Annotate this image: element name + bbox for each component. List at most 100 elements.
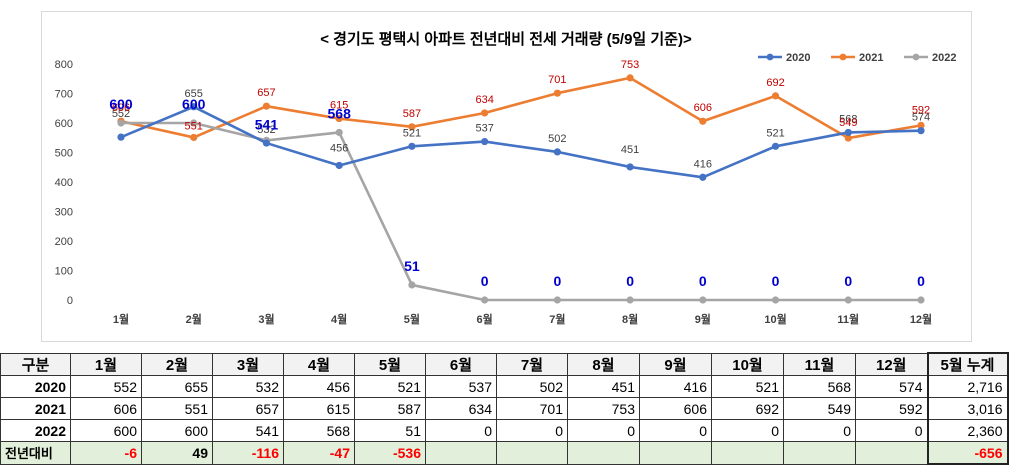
legend-item-2020: 2020 — [758, 52, 810, 64]
table-cell: 552 — [70, 375, 142, 398]
x-tick-label: 6월 — [477, 312, 493, 326]
x-tick-label: 8월 — [622, 312, 638, 326]
data-label-2021: 657 — [257, 87, 275, 99]
table-cell: 502 — [496, 375, 568, 398]
data-label-2021: 592 — [912, 104, 930, 116]
data-point-2021 — [626, 74, 634, 82]
y-tick-label: 600 — [55, 118, 73, 130]
table-cell — [567, 441, 640, 465]
table-total-cell: 2,360 — [926, 419, 1009, 442]
data-point-2020 — [771, 142, 780, 150]
data-point-2020 — [553, 148, 561, 156]
legend-label: 2021 — [859, 52, 883, 64]
header-month: 8월 — [567, 352, 640, 376]
data-point-2020 — [917, 127, 925, 135]
table-cell: 51 — [354, 419, 426, 442]
header-month: 11월 — [783, 352, 856, 376]
data-label-2021: 587 — [403, 108, 421, 120]
data-point-2021 — [481, 109, 489, 117]
table-cell: 521 — [354, 375, 426, 398]
x-tick-label: 10월 — [764, 312, 786, 326]
table-cell: 692 — [711, 397, 784, 420]
chart-area: < 경기도 평택시 아파트 전년대비 전세 거래량 (5/9일 기준)> 202… — [41, 11, 972, 342]
table-cell: 537 — [425, 375, 497, 398]
data-label-2020: 532 — [257, 124, 275, 136]
data-point-2021 — [190, 133, 198, 142]
table-row-diff: 전년대비 -6 49 -116 -47 -536 -656 — [0, 441, 1009, 465]
y-tick-label: 800 — [55, 59, 73, 71]
table-cell: 456 — [283, 375, 355, 398]
data-point-2020 — [117, 133, 125, 141]
data-point-2021 — [553, 89, 561, 97]
data-point-2020 — [844, 128, 852, 137]
x-tick-label: 9월 — [695, 312, 711, 326]
table-total-cell: -656 — [926, 441, 1009, 465]
data-label-2021: 551 — [185, 120, 203, 132]
data-table: 구분 1월 2월 3월 4월 5월 6월 7월 8월 9월 10월 11월 12월 5월 누계 2020 5… — [0, 352, 1009, 465]
data-label-2020: 552 — [112, 108, 130, 120]
table-cell: 753 — [567, 397, 640, 420]
table-cell: 532 — [212, 375, 284, 398]
data-label-2020: 568 — [839, 113, 857, 125]
table-cell — [639, 441, 712, 465]
y-tick-label: 700 — [55, 89, 73, 101]
data-point-2021 — [771, 92, 780, 100]
table-cell: 568 — [283, 419, 355, 442]
table-cell: -6 — [70, 441, 142, 465]
data-label-2022: 600 — [182, 96, 206, 112]
data-point-2020 — [699, 173, 707, 181]
table-cell: -116 — [212, 441, 284, 465]
x-tick-label: 1월 — [113, 312, 129, 326]
header-month: 4월 — [283, 352, 355, 376]
data-point-2022 — [553, 296, 561, 304]
x-tick-label: 3월 — [258, 312, 274, 326]
y-axis: 0 100 200 300 400 500 600 700 800 — [55, 59, 73, 307]
data-label-2022: 0 — [917, 273, 925, 289]
header-month: 5월 — [354, 352, 426, 376]
x-tick-label: 12월 — [910, 312, 932, 326]
table-cell: 615 — [283, 397, 355, 420]
data-point-2020 — [408, 142, 416, 150]
x-tick-label: 11월 — [837, 312, 859, 326]
data-label-2022: 0 — [626, 273, 634, 289]
table-cell: -47 — [283, 441, 355, 465]
data-point-2020 — [190, 103, 198, 111]
x-tick-label: 4월 — [331, 312, 347, 326]
table-cell: 551 — [141, 397, 213, 420]
y-tick-label: 0 — [67, 295, 73, 307]
table-cell — [855, 441, 928, 465]
series-layer — [117, 74, 925, 304]
header-month: 7월 — [496, 352, 568, 376]
data-label-2022: 568 — [328, 105, 352, 121]
data-label-2022: 600 — [109, 96, 133, 112]
row-label: 2020 — [0, 375, 71, 398]
table-row: 2022 600 600 541 568 51 0 0 0 0 0 0 0 2,360 — [0, 419, 1009, 442]
table-cell: 568 — [783, 375, 856, 398]
header-total: 5월 누계 — [926, 352, 1009, 376]
table-row: 2020 552 655 532 456 521 537 502 451 416 521 568 574… — [0, 375, 1009, 398]
table-cell — [425, 441, 497, 465]
y-tick-label: 400 — [55, 177, 73, 189]
table-cell — [496, 441, 568, 465]
table-cell: 521 — [711, 375, 784, 398]
x-axis: 1월 2월 3월 4월 5월 6월 7월 8월 9월 10월 11월 12월 — [113, 312, 932, 326]
data-label-2020: 521 — [766, 127, 784, 139]
data-point-2022 — [117, 119, 125, 127]
table-cell: 0 — [639, 419, 712, 442]
data-label-2022: 0 — [844, 273, 852, 289]
y-tick-label: 300 — [55, 207, 73, 219]
data-label-2020: 502 — [548, 133, 566, 145]
table-cell: 657 — [212, 397, 284, 420]
data-point-2022 — [190, 119, 198, 127]
legend-marker — [912, 53, 920, 61]
x-tick-label: 7월 — [549, 312, 565, 326]
header-month: 9월 — [639, 352, 712, 376]
data-point-2020 — [481, 137, 489, 146]
data-point-2022 — [626, 296, 634, 304]
legend-label: 2022 — [932, 52, 956, 64]
y-tick-label: 100 — [55, 266, 73, 278]
data-point-2020 — [335, 161, 343, 170]
data-label-2022: 51 — [404, 258, 420, 274]
data-label-2020: 456 — [330, 142, 348, 154]
series-line-2020 — [120, 105, 922, 179]
